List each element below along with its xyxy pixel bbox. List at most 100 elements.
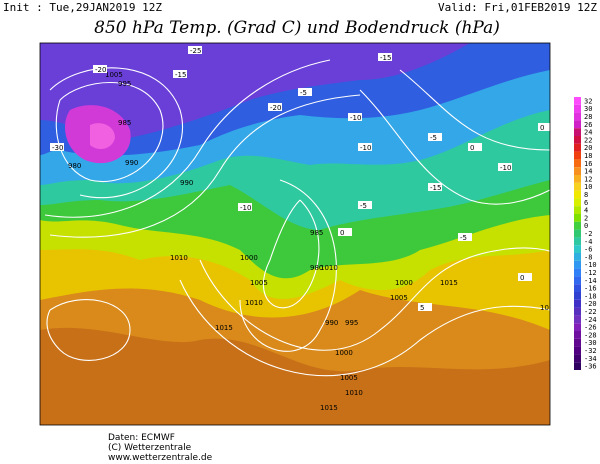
temp-label: 0 xyxy=(520,274,524,282)
colorbar-swatch xyxy=(574,346,581,355)
temp-label-box xyxy=(173,70,187,78)
temp-label-box xyxy=(378,53,392,61)
temp-label-box xyxy=(518,273,532,281)
temp-label: 0 xyxy=(540,124,544,132)
colorbar-swatch xyxy=(574,276,581,285)
colorbar-label: 12 xyxy=(584,175,592,183)
isobar-label: 1015 xyxy=(215,324,233,332)
colorbar-swatch xyxy=(574,323,581,331)
colorbar-label: -12 xyxy=(584,269,597,277)
temp-label-box xyxy=(458,233,472,241)
isobar-label: 1005 xyxy=(105,71,123,79)
colorbar-label: -14 xyxy=(584,277,597,285)
colorbar-swatch xyxy=(574,260,581,269)
temp-label: 0 xyxy=(470,144,474,152)
temp-label: -15 xyxy=(175,71,186,79)
colorbar-swatch xyxy=(574,237,581,246)
temp-label-box xyxy=(358,201,372,209)
colorbar-label: 4 xyxy=(584,207,588,215)
colorbar-swatch xyxy=(574,229,581,238)
temp-label: -5 xyxy=(430,134,437,142)
colorbar-label: 6 xyxy=(584,199,588,207)
temp-label: 0 xyxy=(340,229,344,237)
colorbar-swatch xyxy=(574,307,581,316)
temp-label-box xyxy=(93,65,107,73)
colorbar-swatch xyxy=(574,182,581,191)
colorbar-label: 0 xyxy=(584,222,588,230)
temp-label: -15 xyxy=(380,54,391,62)
isobar-label: 990 xyxy=(180,179,193,187)
temp-label-box xyxy=(498,163,512,171)
isobar-label: 980 xyxy=(68,162,81,170)
colorbar-swatch xyxy=(574,338,581,347)
isobar-label: 1015 xyxy=(440,279,458,287)
temp-label: -5 xyxy=(460,234,467,242)
colorbar-swatch xyxy=(574,284,581,292)
isobar-label: 990 xyxy=(125,159,138,167)
colorbar-label: 32 xyxy=(584,97,592,105)
colorbar-swatch xyxy=(574,97,581,105)
colorbar-swatch xyxy=(574,292,581,300)
colorbar-swatch xyxy=(574,167,581,175)
temp-label-box xyxy=(538,123,550,131)
colorbar-label: 16 xyxy=(584,160,592,168)
isobar-label: 1005 xyxy=(340,374,358,382)
colorbar-swatch xyxy=(574,159,581,168)
temp-label: -5 xyxy=(360,202,367,210)
website: www.wetterzentrale.de xyxy=(108,453,213,463)
temp-label: -10 xyxy=(350,114,361,122)
temp-label: -25 xyxy=(190,47,201,55)
colorbar-label: -34 xyxy=(584,355,597,363)
temp-label: 5 xyxy=(420,304,424,312)
temp-label: -10 xyxy=(360,144,371,152)
colorbar-swatch xyxy=(574,120,581,129)
map-frame xyxy=(39,42,551,426)
temp-label: -20 xyxy=(95,66,106,74)
colorbar-swatch xyxy=(574,362,581,370)
isobar-label: 985 xyxy=(118,119,131,127)
colorbar-label: 30 xyxy=(584,105,592,113)
colorbar-swatch xyxy=(574,253,581,261)
temp-label-box xyxy=(188,46,202,54)
colorbar-swatch xyxy=(574,299,581,308)
isobar-label: 990 xyxy=(325,319,338,327)
temp-label: -5 xyxy=(300,89,307,97)
colorbar-label: 14 xyxy=(584,168,592,176)
colorbar-label: -24 xyxy=(584,316,597,324)
colorbar-swatch xyxy=(574,128,581,136)
isobar-label: 995 xyxy=(118,80,131,88)
temp-label-box xyxy=(348,113,362,121)
isobar-label: 1010 xyxy=(320,264,338,272)
colorbar-label: 20 xyxy=(584,144,592,152)
isobar-label: 1000 xyxy=(395,279,413,287)
colorbar-swatch xyxy=(574,198,581,207)
temp-label-box xyxy=(268,103,282,111)
temp-label-box xyxy=(468,143,482,151)
colorbar-label: -8 xyxy=(584,253,592,261)
temp-label-box xyxy=(338,228,352,236)
map: 1005995990985980990100010051010101010159… xyxy=(40,43,550,425)
colorbar-label: 8 xyxy=(584,191,588,199)
colorbar-label: -26 xyxy=(584,324,597,332)
colorbar-label: -16 xyxy=(584,285,597,293)
colorbar-label: -30 xyxy=(584,339,597,347)
colorbar-swatch xyxy=(574,221,581,230)
temp-label-box xyxy=(238,203,252,211)
isobar-label: 1010 xyxy=(170,254,188,262)
colorbar-label: -6 xyxy=(584,246,592,254)
temp-label-box xyxy=(358,143,372,151)
colorbar-label: -28 xyxy=(584,331,597,339)
temp-label-box xyxy=(298,88,312,96)
colorbar: 32302826242220181614121086420-2-4-6-8-10… xyxy=(574,97,597,371)
colorbar-swatch xyxy=(574,331,581,339)
colorbar-label: 2 xyxy=(584,214,588,222)
temp-label-box xyxy=(418,303,432,311)
temp-label-box xyxy=(50,143,64,151)
init-time: Init : Tue,29JAN2019 12Z xyxy=(3,1,162,14)
colorbar-swatch xyxy=(574,136,581,144)
temp-label: -10 xyxy=(500,164,511,172)
colorbar-swatch xyxy=(574,315,581,324)
isobars xyxy=(44,59,550,377)
colorbar-label: -36 xyxy=(584,363,597,371)
